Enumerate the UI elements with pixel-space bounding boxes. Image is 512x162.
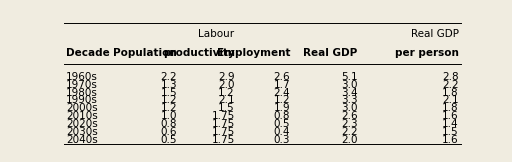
- Text: 0.3: 0.3: [274, 135, 290, 145]
- Text: per person: per person: [395, 47, 459, 58]
- Text: 1.2: 1.2: [160, 103, 177, 113]
- Text: productivity: productivity: [163, 47, 234, 58]
- Text: 1.5: 1.5: [442, 127, 459, 137]
- Text: Labour: Labour: [199, 29, 234, 39]
- Text: 0.5: 0.5: [274, 119, 290, 129]
- Text: 0.8: 0.8: [274, 111, 290, 121]
- Text: 2.0: 2.0: [218, 80, 234, 90]
- Text: 1.2: 1.2: [160, 95, 177, 105]
- Text: 1.0: 1.0: [161, 111, 177, 121]
- Text: 1.4: 1.4: [442, 119, 459, 129]
- Text: 1.7: 1.7: [273, 80, 290, 90]
- Text: 1980s: 1980s: [66, 87, 98, 98]
- Text: 2.3: 2.3: [341, 119, 357, 129]
- Text: 3.3: 3.3: [341, 95, 357, 105]
- Text: 3.0: 3.0: [341, 103, 357, 113]
- Text: Population: Population: [113, 47, 177, 58]
- Text: 1.75: 1.75: [211, 111, 234, 121]
- Text: Employment: Employment: [217, 47, 290, 58]
- Text: 1960s: 1960s: [66, 72, 98, 82]
- Text: 2.1: 2.1: [218, 95, 234, 105]
- Text: 2.2: 2.2: [160, 72, 177, 82]
- Text: 1.75: 1.75: [211, 135, 234, 145]
- Text: 1.2: 1.2: [218, 87, 234, 98]
- Text: 0.5: 0.5: [161, 135, 177, 145]
- Text: 2.0: 2.0: [341, 135, 357, 145]
- Text: 1.75: 1.75: [211, 127, 234, 137]
- Text: 2020s: 2020s: [66, 119, 98, 129]
- Text: 1.3: 1.3: [160, 80, 177, 90]
- Text: 1.8: 1.8: [442, 103, 459, 113]
- Text: 2.9: 2.9: [218, 72, 234, 82]
- Text: 1970s: 1970s: [66, 80, 98, 90]
- Text: 3.4: 3.4: [341, 87, 357, 98]
- Text: 2000s: 2000s: [66, 103, 98, 113]
- Text: 2040s: 2040s: [66, 135, 98, 145]
- Text: 1.8: 1.8: [442, 87, 459, 98]
- Text: 1.9: 1.9: [273, 103, 290, 113]
- Text: 1.75: 1.75: [211, 119, 234, 129]
- Text: 5.1: 5.1: [341, 72, 357, 82]
- Text: 2.6: 2.6: [273, 72, 290, 82]
- Text: 2030s: 2030s: [66, 127, 98, 137]
- Text: 1.5: 1.5: [218, 103, 234, 113]
- Text: 1.2: 1.2: [273, 95, 290, 105]
- Text: 1.5: 1.5: [160, 87, 177, 98]
- Text: Real GDP: Real GDP: [304, 47, 357, 58]
- Text: 3.0: 3.0: [341, 80, 357, 90]
- Text: Decade: Decade: [66, 47, 110, 58]
- Text: 2010s: 2010s: [66, 111, 98, 121]
- Text: 0.4: 0.4: [274, 127, 290, 137]
- Text: 0.8: 0.8: [161, 119, 177, 129]
- Text: 2.2: 2.2: [442, 80, 459, 90]
- Text: 1990s: 1990s: [66, 95, 98, 105]
- Text: 2.1: 2.1: [442, 95, 459, 105]
- Text: 2.6: 2.6: [341, 111, 357, 121]
- Text: 2.2: 2.2: [341, 127, 357, 137]
- Text: 1.6: 1.6: [442, 111, 459, 121]
- Text: 0.6: 0.6: [161, 127, 177, 137]
- Text: 2.4: 2.4: [273, 87, 290, 98]
- Text: 2.8: 2.8: [442, 72, 459, 82]
- Text: 1.6: 1.6: [442, 135, 459, 145]
- Text: Real GDP: Real GDP: [411, 29, 459, 39]
